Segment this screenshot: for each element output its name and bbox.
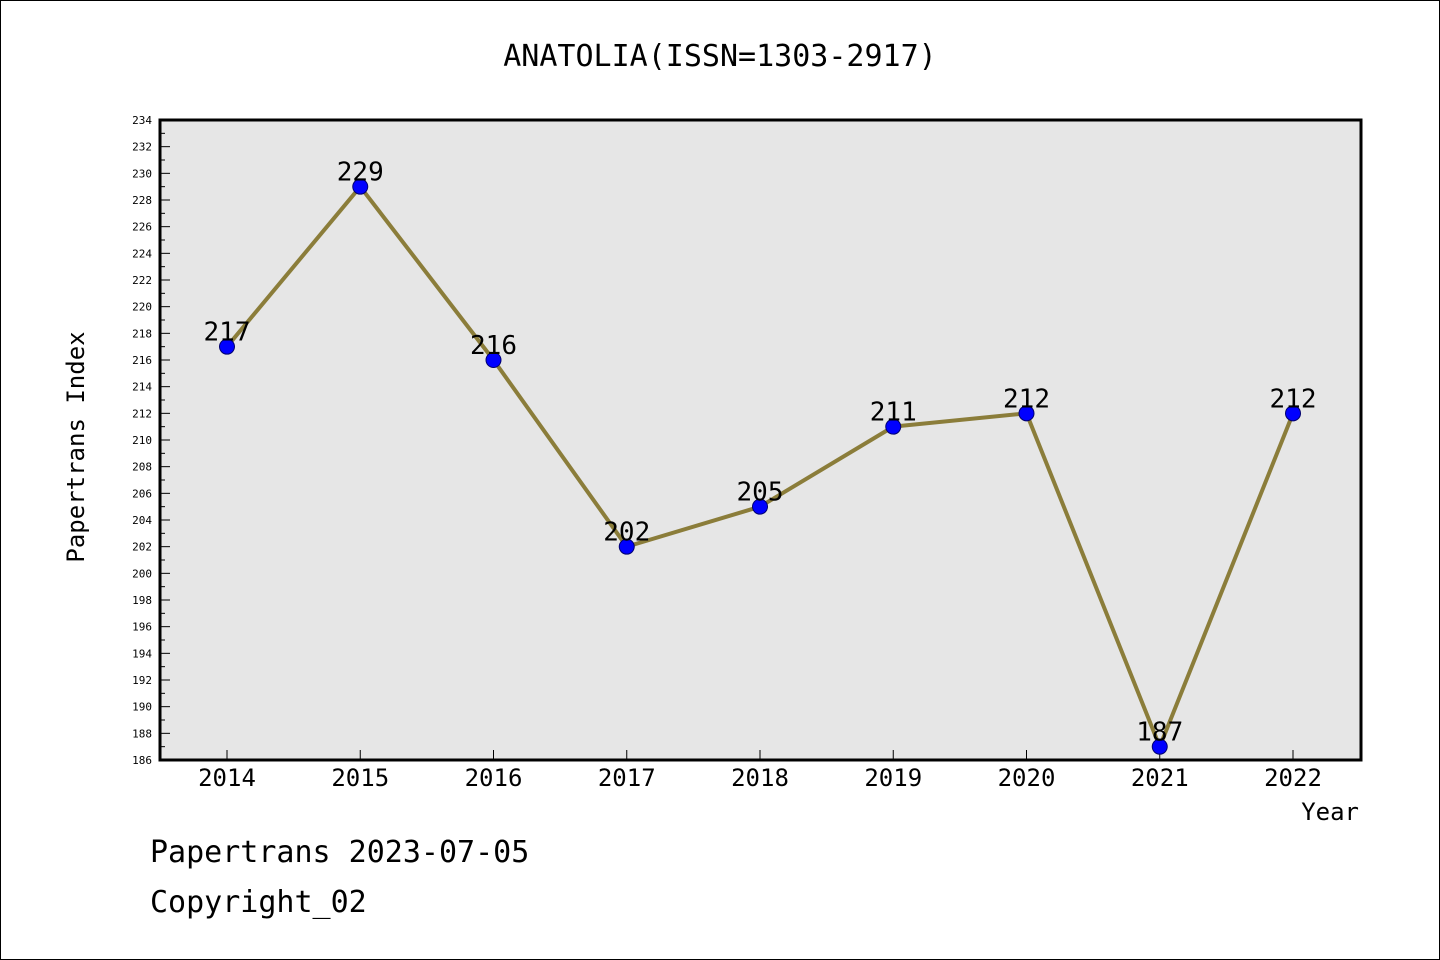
y-tick-label: 194	[132, 647, 152, 660]
y-tick-label: 206	[132, 487, 152, 500]
y-tick-label: 222	[132, 274, 152, 287]
data-point	[219, 338, 235, 355]
data-point	[352, 178, 369, 195]
y-tick-label: 196	[132, 621, 152, 634]
y-tick-label: 212	[132, 407, 152, 420]
y-tick-label: 220	[132, 301, 152, 314]
data-point	[1151, 738, 1168, 755]
x-tick-label: 2018	[731, 764, 789, 792]
footer-date: Papertrans 2023-07-05	[150, 835, 530, 870]
data-labels: 217 229 216 202 205 211 212 187 212	[204, 158, 1317, 748]
data-label: 211	[870, 398, 917, 428]
x-axis-label: Year	[1301, 798, 1359, 826]
plot-area	[160, 120, 1361, 760]
data-label: 217	[204, 318, 251, 348]
x-tick-label: 2016	[465, 764, 523, 792]
x-axis: 2014 2015 2016 2017 2018 2019 2020 2021 2022	[198, 750, 1322, 792]
x-tick-label: 2017	[598, 764, 656, 792]
y-tick-label: 230	[132, 167, 152, 180]
y-tick-label: 226	[132, 221, 152, 234]
data-point	[618, 538, 635, 555]
data-label: 212	[1003, 384, 1050, 414]
plot-border	[158, 118, 1363, 762]
y-tick-label: 188	[132, 727, 152, 740]
y-tick-label: 204	[132, 514, 152, 527]
y-tick-label: 228	[132, 194, 152, 207]
chart-title: ANATOLIA(ISSN=1303-2917)	[503, 39, 936, 74]
data-label: 187	[1136, 718, 1183, 748]
y-axis: 186 188 190 192 194 196 198 200 202 204 206 208 210 2…	[132, 114, 170, 767]
data-label: 212	[1270, 384, 1317, 414]
y-tick-label: 210	[132, 434, 152, 447]
x-tick-label: 2019	[864, 764, 922, 792]
footer-copyright: Copyright_02	[150, 885, 367, 920]
y-tick-label: 190	[132, 701, 152, 714]
data-point	[1018, 405, 1035, 422]
y-tick-label: 198	[132, 594, 152, 607]
data-label: 205	[737, 478, 784, 508]
y-tick-label: 232	[132, 141, 152, 154]
y-tick-label: 208	[132, 461, 152, 474]
y-tick-label: 200	[132, 567, 152, 580]
x-tick-label: 2014	[198, 764, 256, 792]
x-tick-label: 2015	[331, 764, 389, 792]
y-tick-label: 186	[132, 754, 152, 767]
data-label: 229	[337, 158, 384, 188]
x-tick-label: 2021	[1131, 764, 1189, 792]
data-point	[485, 352, 502, 368]
y-tick-label: 202	[132, 541, 152, 554]
y-tick-label: 218	[132, 327, 152, 340]
x-tick-label: 2022	[1264, 764, 1322, 792]
y-tick-label: 234	[132, 114, 152, 127]
data-markers	[219, 178, 1301, 755]
y-tick-label: 224	[132, 247, 152, 260]
y-tick-label: 214	[132, 381, 152, 394]
data-label: 202	[603, 518, 650, 548]
x-tick-label: 2020	[998, 764, 1056, 792]
y-axis-label: Papertrans Index	[62, 331, 90, 562]
y-tick-label: 216	[132, 354, 152, 367]
data-point	[1285, 405, 1301, 422]
data-label: 216	[470, 331, 517, 361]
data-point	[752, 498, 768, 515]
y-tick-label: 192	[132, 674, 152, 687]
data-point	[885, 418, 902, 435]
